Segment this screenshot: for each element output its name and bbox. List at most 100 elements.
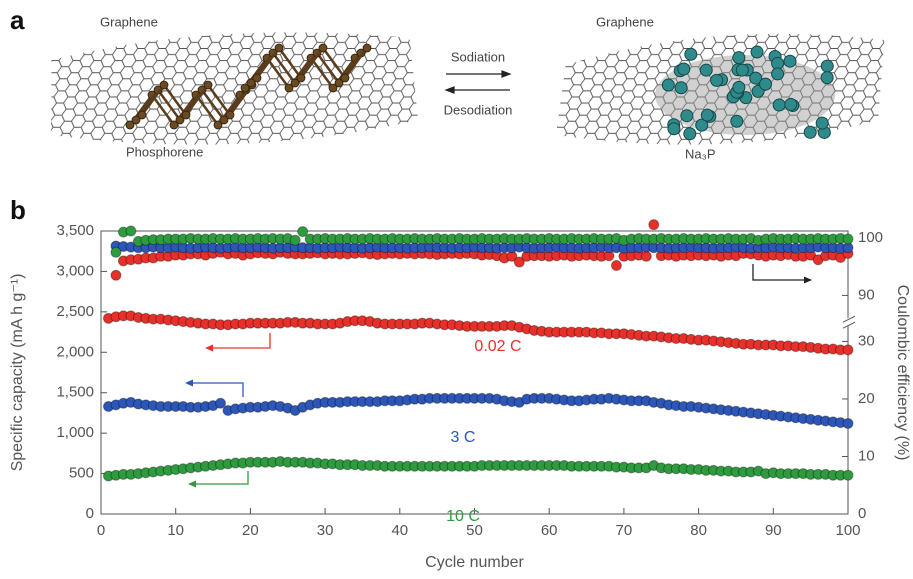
atom [804, 126, 816, 138]
x-tick-label: 20 [242, 522, 259, 539]
atom [363, 44, 371, 52]
series-label: 10 C [446, 508, 480, 525]
x-tick-label: 100 [835, 522, 860, 539]
atom [700, 64, 712, 76]
y-tick-label: 2,000 [56, 343, 94, 360]
y-tick-label: 0 [86, 505, 94, 522]
atom [275, 44, 283, 52]
y2-tick-label: 10 [858, 447, 875, 464]
sheet-label: Graphene [100, 14, 158, 29]
atom [662, 79, 674, 91]
atom [760, 78, 772, 90]
atom [668, 123, 680, 135]
atom [751, 46, 763, 58]
y-tick-label: 500 [69, 465, 94, 482]
data-point [843, 345, 853, 355]
data-point [843, 234, 853, 244]
atom [821, 72, 833, 84]
atom [711, 74, 723, 86]
process-label: Sodiation [451, 49, 505, 64]
panel-label: a [10, 5, 25, 35]
data-point [111, 270, 121, 280]
atom [785, 98, 797, 110]
atom [731, 115, 743, 127]
atom [319, 44, 327, 52]
series [103, 393, 853, 428]
series-arrow [211, 333, 270, 348]
atom [816, 117, 828, 129]
data-point [843, 470, 853, 480]
x-tick-label: 10 [167, 522, 184, 539]
atom [226, 111, 234, 119]
series-arrow [185, 380, 193, 387]
series-arrow [191, 383, 243, 397]
y-tick-label: 3,500 [56, 222, 94, 239]
y2-tick-label: 30 [858, 332, 875, 349]
x-tick-label: 60 [541, 522, 558, 539]
reaction-arrows [446, 71, 510, 93]
x-tick-label: 30 [317, 522, 334, 539]
atom [772, 68, 784, 80]
series-arrow [194, 471, 248, 484]
species-label: Na₃P [685, 146, 716, 161]
series [103, 456, 853, 481]
data-point [611, 261, 621, 271]
data-point [111, 247, 121, 257]
graphene-sheet [40, 32, 431, 144]
data-point [843, 418, 853, 428]
page: {"panel_a": {"label": "a", "left_sheet":… [0, 0, 913, 574]
atom [684, 128, 696, 140]
atom [138, 111, 146, 119]
series-label: 0.02 C [474, 338, 521, 355]
atom [341, 74, 349, 82]
data-point [298, 227, 308, 237]
atom [297, 74, 305, 82]
process-label: Desodiation [444, 102, 513, 117]
species-label: Phosphorene [126, 144, 203, 159]
atom [182, 111, 190, 119]
atom [773, 99, 785, 111]
y2-tick-label: 20 [858, 390, 875, 407]
x-tick-label: 80 [690, 522, 707, 539]
panel-label: b [10, 195, 26, 225]
data-point [290, 235, 300, 245]
atom [821, 60, 833, 72]
y2-tick-label: 100 [858, 229, 883, 246]
y-tick-label: 2,500 [56, 303, 94, 320]
atom [253, 74, 261, 82]
y-axis-label: Specific capacity (mA h g⁻¹) [9, 274, 26, 472]
atom [681, 110, 693, 122]
y2-arrow [753, 264, 804, 280]
atom [736, 64, 748, 76]
x-tick-label: 0 [97, 522, 105, 539]
x-axis-label: Cycle number [425, 554, 524, 571]
atom [204, 81, 212, 89]
series-label: 3 C [451, 429, 476, 446]
atom [784, 55, 796, 67]
y-tick-label: 1,000 [56, 424, 94, 441]
atom [678, 63, 690, 75]
x-tick-label: 40 [391, 522, 408, 539]
data-point [641, 251, 651, 261]
atom [685, 48, 697, 60]
data-point [126, 226, 136, 236]
atom [701, 109, 713, 121]
x-tick-label: 90 [765, 522, 782, 539]
x-tick-label: 70 [616, 522, 633, 539]
y2-tick-label: 0 [858, 505, 866, 522]
y2-axis-label: Coulombic efficiency (%) [894, 285, 911, 461]
y2-arrow [804, 277, 812, 284]
series-arrow [205, 345, 213, 352]
sheet-label: Graphene [596, 14, 654, 29]
atom [160, 81, 168, 89]
chart: 010203040506070809010005001,0001,5002,00… [9, 220, 911, 572]
y2-tick-label: 90 [858, 286, 875, 303]
atom [733, 52, 745, 64]
atom [675, 82, 687, 94]
y-tick-label: 3,000 [56, 262, 94, 279]
atom [733, 81, 745, 93]
series-arrow [188, 481, 196, 488]
figure: a Graphene Graphene Sodiation Desodiatio… [0, 0, 913, 574]
y-tick-label: 1,500 [56, 384, 94, 401]
data-point [649, 220, 659, 230]
